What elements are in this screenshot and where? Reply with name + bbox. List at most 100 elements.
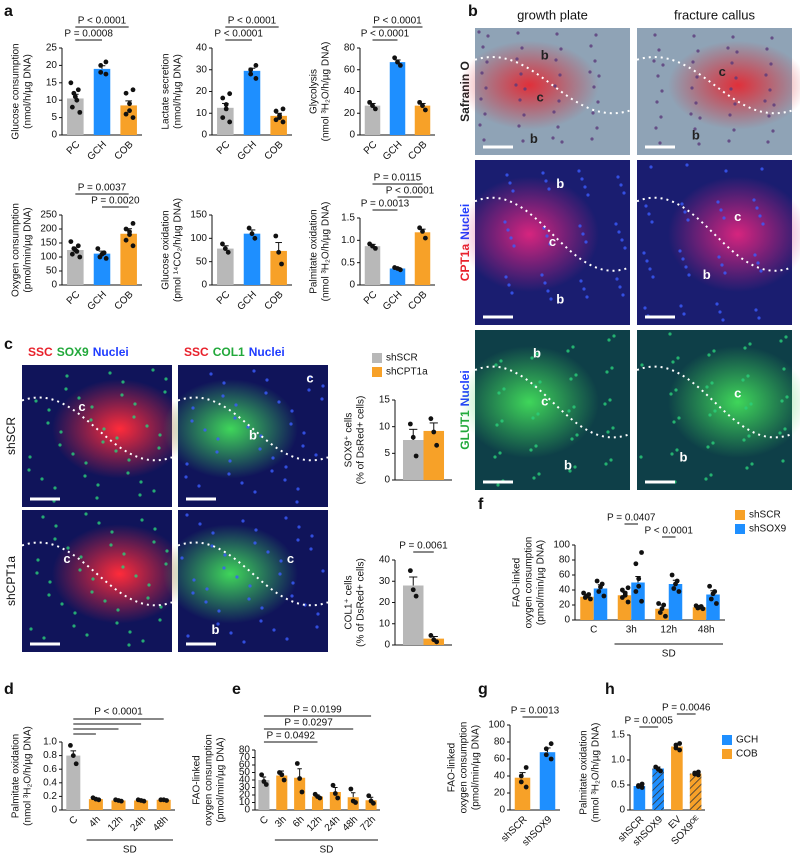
y-tick-label: 60 [559, 570, 571, 581]
y-tick-label: 50 [239, 767, 251, 778]
nucleus [658, 141, 662, 145]
data-point [223, 106, 229, 112]
data-point [294, 761, 300, 766]
nucleus [606, 430, 610, 434]
data-point [639, 785, 645, 790]
nucleus [40, 477, 44, 481]
nucleus [316, 612, 320, 616]
nucleus [53, 537, 57, 541]
y-axis-label: Glucose oxidation [161, 210, 172, 290]
legend-label: shSOX9 [749, 524, 787, 535]
data-point [659, 606, 665, 612]
nucleus [643, 306, 647, 310]
data-point [677, 741, 683, 746]
y-tick-label: 10 [196, 108, 208, 119]
data-point [127, 108, 132, 114]
nucleus [749, 402, 753, 406]
nucleus [314, 453, 318, 457]
data-point [707, 583, 712, 589]
image-label: b [541, 47, 549, 62]
nucleus [495, 423, 499, 427]
data-point [71, 90, 77, 96]
nucleus [764, 73, 768, 77]
boundary [636, 196, 793, 272]
y-tick-label: 20 [46, 60, 58, 71]
nucleus [540, 273, 544, 277]
x-tick-label: 24h [129, 814, 149, 834]
nucleus [579, 279, 583, 283]
x-tick-label: COB [113, 289, 136, 312]
nucleus [783, 427, 787, 431]
y-tick-label: 100 [190, 233, 207, 244]
nucleus [198, 522, 202, 526]
data-point [367, 241, 373, 247]
y-tick-label: 0 [51, 280, 57, 291]
bar [423, 430, 445, 480]
nucleus [515, 57, 519, 61]
data-point [246, 225, 252, 231]
nucleus [669, 392, 673, 396]
nucleus [683, 210, 687, 214]
data-point [653, 764, 659, 770]
y-tick-label: 40 [559, 585, 571, 596]
data-point [77, 109, 83, 115]
nucleus [758, 214, 762, 218]
x-tick-label: GCH [85, 289, 109, 313]
data-point [543, 752, 549, 758]
nucleus [270, 469, 274, 473]
data-point [222, 246, 228, 252]
nucleus [259, 619, 263, 623]
bar [593, 588, 608, 620]
data-point [248, 67, 254, 73]
nucleus [640, 363, 644, 367]
nucleus [497, 391, 501, 395]
nucleus [680, 202, 684, 206]
p-value: P = 0.0297 [284, 718, 333, 729]
legend-swatch [735, 510, 745, 520]
y-tick-label: 0 [349, 130, 355, 141]
y-axis-label: COL1⁺ cells [344, 575, 355, 629]
nucleus [278, 572, 282, 576]
data-point [225, 249, 231, 255]
data-point [594, 578, 600, 584]
nucleus [672, 420, 676, 424]
image-label: c [734, 385, 741, 400]
nucleus [567, 409, 571, 413]
data-point [698, 604, 704, 609]
y-tick-label: 0 [244, 805, 250, 816]
nucleus [698, 116, 702, 120]
nucleus [779, 339, 783, 343]
data-point [330, 782, 336, 788]
x-tick-label: 48h [341, 814, 361, 834]
nucleus [493, 455, 497, 459]
stain-region [459, 176, 599, 292]
data-point [366, 793, 372, 799]
nucleus [138, 493, 142, 497]
nucleus [682, 312, 686, 316]
bar [217, 107, 234, 135]
nucleus [229, 631, 233, 635]
nucleus [128, 630, 132, 634]
p-value: P = 0.0407 [607, 513, 656, 524]
nucleus [115, 621, 119, 625]
nucleus [608, 398, 612, 402]
data-point [431, 637, 437, 643]
bar [111, 800, 126, 810]
nucleus [532, 476, 536, 480]
legend-label: COB [736, 749, 758, 760]
y-tick-label: 0.4 [43, 777, 57, 788]
panel-label: e [232, 681, 241, 698]
data-point [280, 106, 286, 112]
data-point [276, 249, 282, 255]
nucleus [27, 468, 31, 472]
y-tick-label: 100 [553, 540, 570, 551]
nucleus [163, 390, 167, 394]
data-point [428, 633, 434, 638]
data-point [348, 786, 354, 792]
bar [66, 755, 81, 810]
data-point [673, 742, 679, 748]
nucleus [549, 297, 553, 301]
y-axis-label: FAO-linked [512, 558, 523, 607]
data-point [103, 71, 109, 77]
nucleus [670, 452, 674, 456]
